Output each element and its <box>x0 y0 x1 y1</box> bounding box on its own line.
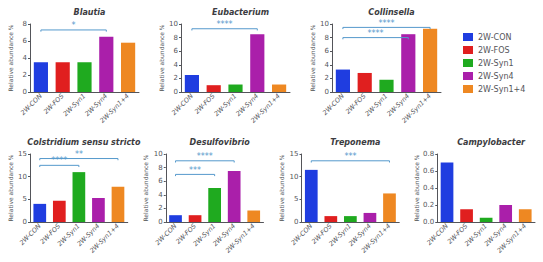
svg-text:2W-CON: 2W-CON <box>154 222 179 247</box>
svg-text:Collinsella: Collinsella <box>368 8 414 17</box>
svg-text:Desulfovibrio: Desulfovibrio <box>190 138 251 147</box>
svg-text:****: **** <box>379 19 395 28</box>
svg-text:8: 8 <box>325 34 329 42</box>
svg-text:Relative abundance %: Relative abundance % <box>142 154 149 221</box>
svg-text:2W-Syn1: 2W-Syn1 <box>363 92 389 118</box>
svg-text:4: 4 <box>325 61 330 69</box>
svg-text:2W-Syn1+4: 2W-Syn1+4 <box>249 92 282 125</box>
svg-text:0: 0 <box>325 88 329 96</box>
svg-text:0.6: 0.6 <box>423 167 435 175</box>
svg-text:2W-Syn1: 2W-Syn1 <box>191 222 218 248</box>
svg-text:2W-Syn1+4: 2W-Syn1+4 <box>98 92 131 125</box>
svg-text:0: 0 <box>174 88 178 96</box>
svg-text:Colstridium sensu stricto: Colstridium sensu stricto <box>27 138 141 147</box>
svg-text:2W-CON: 2W-CON <box>321 92 346 117</box>
svg-text:2W-Syn4: 2W-Syn4 <box>346 222 373 248</box>
svg-text:2W-CON: 2W-CON <box>478 33 511 42</box>
svg-text:2W-Syn1+4: 2W-Syn1+4 <box>400 92 433 125</box>
svg-text:2W-FOS: 2W-FOS <box>193 92 217 116</box>
svg-text:2W-CON: 2W-CON <box>19 92 44 117</box>
svg-text:*: * <box>72 21 76 30</box>
svg-text:2W-Syn1: 2W-Syn1 <box>478 59 514 68</box>
svg-text:Eubacterium: Eubacterium <box>212 8 269 17</box>
svg-text:4: 4 <box>174 61 179 69</box>
svg-text:****: **** <box>197 152 213 161</box>
svg-text:0: 0 <box>294 218 298 226</box>
svg-text:****: **** <box>51 156 67 165</box>
svg-text:2W-CON: 2W-CON <box>289 222 314 247</box>
svg-text:2W-Syn1: 2W-Syn1 <box>212 92 238 118</box>
svg-text:0.0: 0.0 <box>423 218 434 226</box>
svg-text:10: 10 <box>290 173 299 181</box>
svg-text:2W-Syn1+4: 2W-Syn1+4 <box>360 222 393 255</box>
svg-text:**: ** <box>75 150 83 159</box>
svg-text:2W-Syn1+4: 2W-Syn1+4 <box>478 85 525 94</box>
svg-text:Relative abundance %: Relative abundance % <box>7 24 14 91</box>
svg-text:2: 2 <box>23 71 27 79</box>
svg-text:Blautia: Blautia <box>74 8 106 17</box>
svg-text:2W-Syn1: 2W-Syn1 <box>463 222 489 248</box>
svg-text:***: *** <box>189 166 201 175</box>
svg-text:2W-Syn4: 2W-Syn4 <box>83 92 110 118</box>
svg-text:10: 10 <box>320 20 329 28</box>
svg-text:0: 0 <box>23 88 27 96</box>
svg-text:2W-Syn4: 2W-Syn4 <box>478 72 514 81</box>
svg-text:2W-CON: 2W-CON <box>18 222 43 247</box>
svg-text:Relative abundance %: Relative abundance % <box>158 24 165 91</box>
svg-text:2W-FOS: 2W-FOS <box>445 222 470 246</box>
svg-text:8: 8 <box>174 34 178 42</box>
svg-text:2W-Syn1: 2W-Syn1 <box>327 222 354 248</box>
svg-text:0: 0 <box>23 218 27 226</box>
svg-text:Relative abundance %: Relative abundance % <box>309 24 316 91</box>
svg-text:2: 2 <box>325 74 329 82</box>
svg-text:15: 15 <box>290 150 299 158</box>
svg-text:0.2: 0.2 <box>423 201 434 209</box>
svg-text:4: 4 <box>158 191 163 199</box>
svg-text:5: 5 <box>294 195 298 203</box>
svg-text:6: 6 <box>174 47 179 55</box>
svg-text:10: 10 <box>169 20 178 28</box>
svg-text:2W-Syn4: 2W-Syn4 <box>385 92 412 118</box>
svg-text:6: 6 <box>23 37 28 45</box>
svg-text:10: 10 <box>154 150 163 158</box>
svg-text:5: 5 <box>23 195 27 203</box>
svg-text:2W-FOS: 2W-FOS <box>174 222 198 246</box>
svg-text:2W-Syn1+4: 2W-Syn1+4 <box>88 222 121 255</box>
svg-text:2W-CON: 2W-CON <box>170 92 195 117</box>
svg-text:0.4: 0.4 <box>423 184 435 192</box>
svg-text:10: 10 <box>18 173 27 181</box>
svg-text:2: 2 <box>158 204 162 212</box>
svg-text:2W-Syn1+4: 2W-Syn1+4 <box>495 222 528 255</box>
svg-text:***: *** <box>344 152 356 161</box>
svg-text:0.8: 0.8 <box>423 150 434 158</box>
svg-text:Relative abundance %: Relative abundance % <box>278 154 285 221</box>
svg-text:15: 15 <box>18 150 27 158</box>
svg-text:6: 6 <box>325 47 330 55</box>
svg-text:6: 6 <box>158 177 163 185</box>
svg-text:0: 0 <box>158 218 162 226</box>
svg-text:2W-FOS: 2W-FOS <box>38 222 63 246</box>
svg-text:8: 8 <box>23 20 27 28</box>
svg-text:2W-Syn1: 2W-Syn1 <box>55 222 82 248</box>
svg-text:2W-Syn4: 2W-Syn4 <box>211 222 237 248</box>
svg-text:2W-Syn4: 2W-Syn4 <box>234 92 261 118</box>
svg-text:2W-FOS: 2W-FOS <box>310 222 334 246</box>
svg-text:2W-CON: 2W-CON <box>425 222 450 247</box>
svg-text:Campylobacter: Campylobacter <box>457 138 526 147</box>
svg-text:****: **** <box>217 20 233 29</box>
svg-text:4: 4 <box>23 54 28 62</box>
svg-text:2W-Syn1: 2W-Syn1 <box>61 92 87 118</box>
svg-text:Relative abundance %: Relative abundance % <box>413 154 420 221</box>
svg-text:2W-FOS: 2W-FOS <box>42 92 66 116</box>
svg-text:2W-FOS: 2W-FOS <box>344 92 368 116</box>
svg-text:2W-FOS: 2W-FOS <box>478 46 510 55</box>
svg-text:****: **** <box>368 29 384 38</box>
svg-text:2: 2 <box>174 74 178 82</box>
svg-text:Relative abundance %: Relative abundance % <box>7 154 14 221</box>
svg-text:2W-Syn4: 2W-Syn4 <box>482 222 509 248</box>
svg-text:8: 8 <box>158 164 162 172</box>
svg-text:2W-Syn4: 2W-Syn4 <box>75 222 102 248</box>
svg-text:Treponema: Treponema <box>330 138 380 147</box>
svg-text:2W-Syn1+4: 2W-Syn1+4 <box>224 222 257 255</box>
